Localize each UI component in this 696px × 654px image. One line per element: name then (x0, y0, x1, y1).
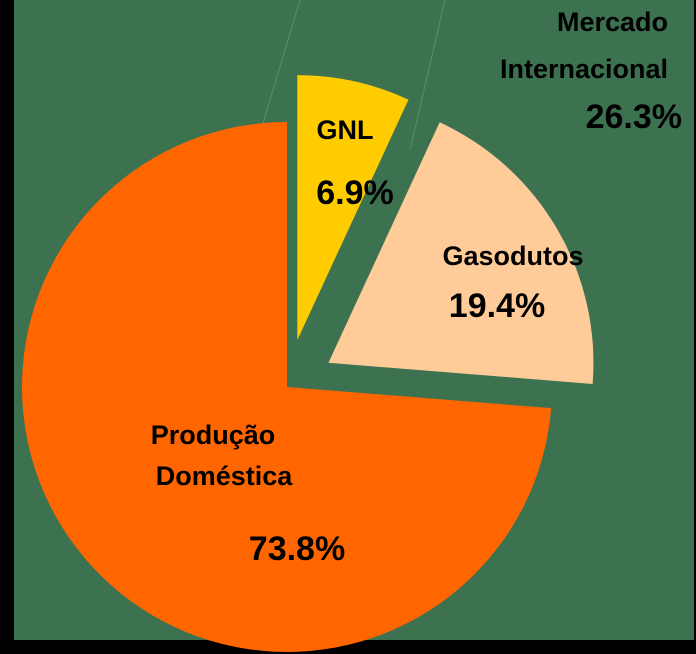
annotation: Internacional (500, 54, 668, 84)
decor-line (409, 0, 446, 151)
slice-label: Gasodutos (442, 241, 583, 271)
annotation-value: 26.3% (586, 98, 682, 136)
pie (21, 75, 594, 653)
value-label: 6.9% (316, 174, 394, 212)
slice-label: Doméstica (156, 461, 294, 491)
annotation: Mercado (557, 7, 668, 37)
value-label: 73.8% (249, 530, 345, 568)
labels: GNL 6.9% Gasodutos 19.4% Produção Doméstica 73… (151, 7, 682, 568)
pie-slice (328, 122, 594, 384)
pie-slice (297, 75, 409, 341)
slice-label: Produção (151, 420, 276, 450)
slice-label: GNL (317, 115, 374, 145)
value-label: 19.4% (449, 287, 545, 325)
pie-slice (21, 122, 552, 653)
